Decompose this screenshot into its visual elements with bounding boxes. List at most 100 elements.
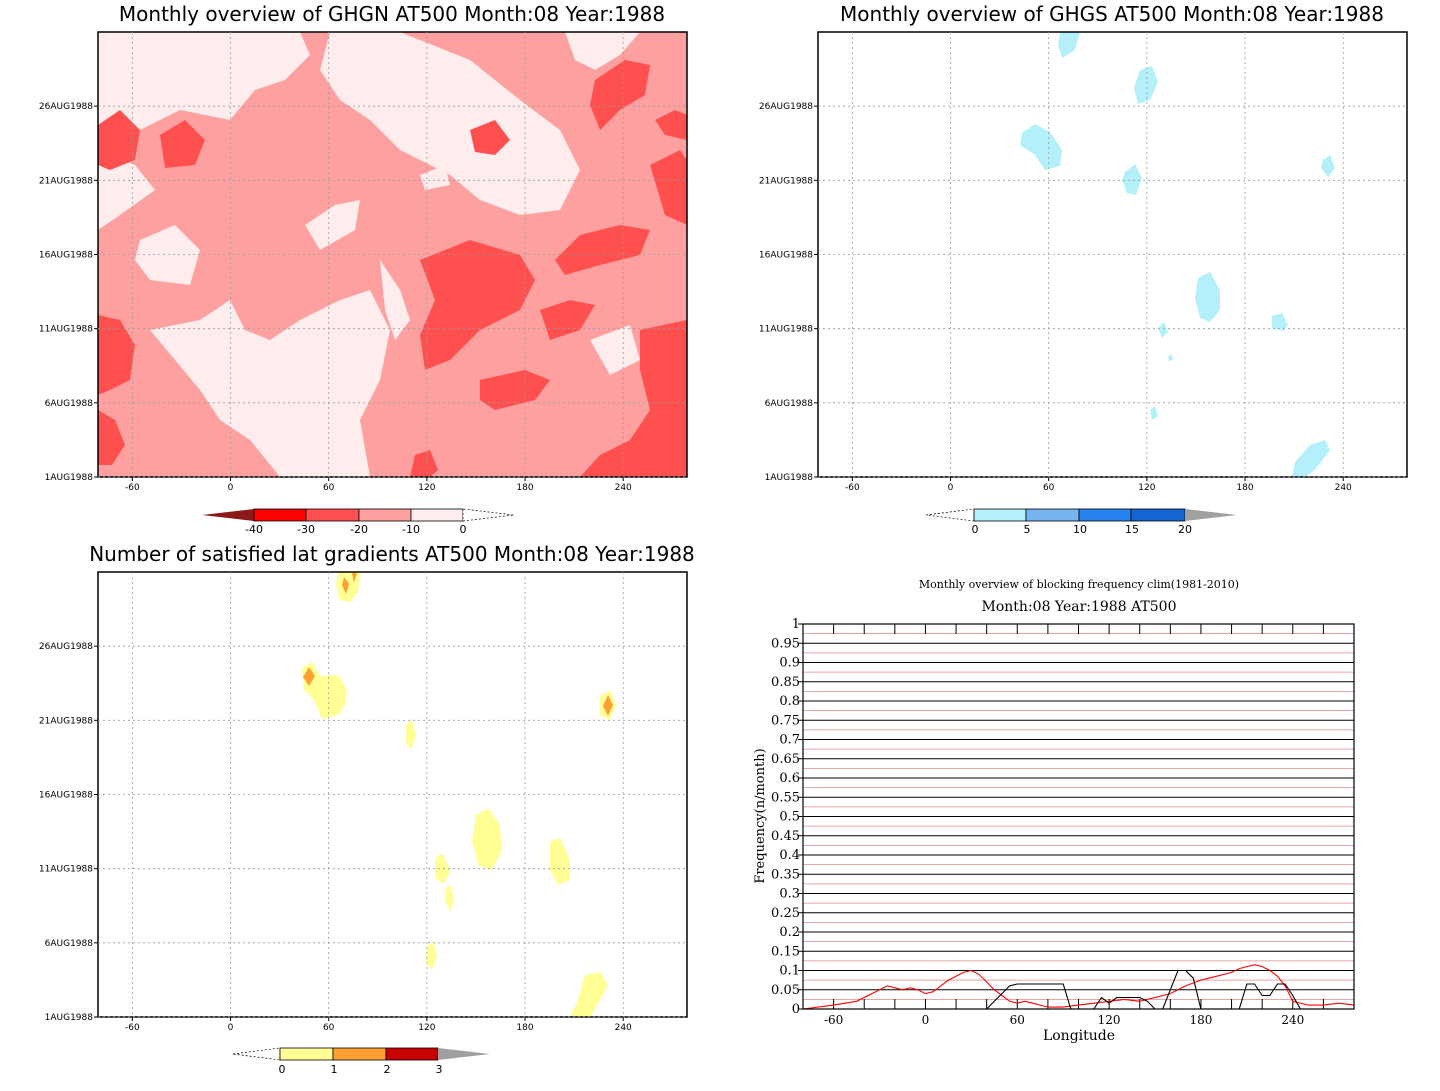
- ghgn-cb-label: -20: [350, 523, 368, 536]
- panel-ghgs: Monthly overview of GHGS AT500 Month:08 …: [759, 2, 1408, 536]
- ghgs-cb-bin: [1130, 508, 1186, 522]
- blocking-xtick-label: 180: [1189, 1013, 1212, 1027]
- gradients-xtick-label: 60: [323, 1023, 335, 1033]
- ghgs-title: Monthly overview of GHGS AT500 Month:08 …: [840, 2, 1384, 26]
- blocking-ytick-label: 0.45: [771, 829, 800, 844]
- blocking-ytick-label: 0.3: [779, 887, 800, 902]
- ghgn-cb-label: 0: [460, 523, 467, 536]
- gradients-xtick-label: -60: [125, 1023, 140, 1033]
- ghgs-ytick-label: 21AUG1988: [759, 176, 813, 186]
- gradients-cb-lower-arrow: [232, 1047, 281, 1061]
- blocking-ytick-label: 0.65: [771, 752, 800, 767]
- ghgn-xtick-label: 120: [418, 483, 435, 493]
- blocking-ytick-label: 0.9: [779, 656, 800, 671]
- ghgs-ytick-label: 1AUG1988: [765, 473, 814, 483]
- ghgn-title: Monthly overview of GHGN AT500 Month:08 …: [119, 2, 665, 26]
- ghgs-cb-lower-arrow: [925, 508, 975, 522]
- ghgs-contour-field: [1020, 32, 1335, 477]
- ghgs-xtick-label: 120: [1138, 483, 1155, 493]
- ghgs-cb-bin: [1078, 508, 1132, 522]
- blocking-xtick-label: -60: [824, 1013, 843, 1027]
- ghgs-cb-label: 0: [972, 523, 979, 536]
- blocking-ytick-label: 0.75: [771, 713, 800, 728]
- ghgs-cb-label: 15: [1125, 523, 1139, 536]
- gradients-contour-field: [302, 572, 616, 1017]
- gradients-xtick-label: 180: [516, 1023, 533, 1033]
- ghgs-ytick-label: 6AUG1988: [765, 399, 814, 409]
- gradients-cb-label: 2: [384, 1063, 391, 1076]
- ghgs-ytick-label: 16AUG1988: [759, 251, 813, 261]
- ghgn-xtick-label: -60: [125, 483, 140, 493]
- blocking-ytick-label: 0.6: [779, 771, 800, 786]
- blocking-subtitle: Month:08 Year:1988 AT500: [982, 599, 1177, 615]
- blocking-xlabel: Longitude: [1043, 1028, 1115, 1044]
- panel-gradients: Number of satisfied lat gradients AT500 …: [39, 542, 695, 1076]
- gradients-cb-label: 0: [279, 1063, 286, 1076]
- ghgs-xtick-label: 180: [1236, 483, 1253, 493]
- ghgs-ytick-label: 11AUG1988: [759, 325, 813, 335]
- blocking-ytick-label: 0.15: [771, 944, 800, 959]
- blocking-ytick-label: 0.95: [771, 636, 800, 651]
- ghgs-cb-bin: [1025, 508, 1080, 522]
- gradients-ytick-label: 6AUG1988: [45, 939, 94, 949]
- blocking-ytick-label: 0.4: [779, 848, 800, 863]
- gradients-ytick-label: 16AUG1988: [39, 791, 93, 801]
- ghgs-axes: -60 0 60 120 180 240 1AUG1988 6AUG1988 11AUG1988…: [759, 32, 1407, 493]
- gradients-cb-upper-arrow: [438, 1048, 490, 1060]
- gradients-xtick-label: 240: [615, 1023, 632, 1033]
- blocking-ytick-label: 0.7: [779, 733, 800, 748]
- blocking-series-line-0: [802, 964, 1355, 1010]
- ghgn-axes: -60 0 60 120 180 240 1AUG1988 6AUG1988 11AUG1988…: [39, 32, 687, 493]
- ghgn-ytick-label: 16AUG1988: [39, 251, 93, 261]
- ghgn-ytick-label: 1AUG1988: [45, 473, 94, 483]
- ghgn-colorbar: -40 -30 -20 -10 0: [202, 508, 515, 536]
- blocking-ytick-label: 0.55: [771, 790, 800, 805]
- ghgn-xtick-label: 60: [323, 483, 335, 493]
- gradients-axes: -60 0 60 120 180 240 1AUG1988 6AUG1988 11AUG1988…: [39, 572, 687, 1033]
- panel-ghgn: Monthly overview of GHGN AT500 Month:08 …: [39, 2, 688, 536]
- gradients-cb-label: 1: [331, 1063, 338, 1076]
- ghgn-ytick-label: 26AUG1988: [39, 102, 93, 112]
- blocking-ytick-label: 0.1: [779, 964, 800, 979]
- gradients-title: Number of satisfied lat gradients AT500 …: [89, 542, 695, 566]
- gradients-ytick-label: 11AUG1988: [39, 865, 93, 875]
- blocking-ytick-label: 0.25: [771, 906, 800, 921]
- gradients-ytick-label: 21AUG1988: [39, 716, 93, 726]
- ghgn-cb-label: -40: [245, 523, 263, 536]
- ghgs-xtick-label: 60: [1043, 483, 1055, 493]
- ghgs-cb-label: 20: [1178, 523, 1192, 536]
- ghgs-cb-upper-arrow: [1185, 509, 1237, 521]
- ghgn-cb-lower-arrow: [202, 509, 254, 521]
- blocking-ytick-label: 0: [792, 1002, 800, 1017]
- blocking-series: [802, 964, 1355, 1010]
- ghgn-cb-upper-arrow: [462, 508, 515, 522]
- blocking-xtick-label: 240: [1281, 1013, 1304, 1027]
- blocking-ylabel: Frequency(n/month): [753, 748, 768, 883]
- gradients-cb-bin: [279, 1047, 334, 1061]
- ghgn-cb-bin: [305, 508, 360, 522]
- ghgs-xtick-label: -60: [845, 483, 860, 493]
- ghgn-ytick-label: 11AUG1988: [39, 325, 93, 335]
- ghgn-cb-bin: [358, 508, 412, 522]
- panel-blocking-frequency: Monthly overview of blocking frequency c…: [753, 578, 1355, 1044]
- blocking-ytick-label: 0.35: [771, 867, 800, 882]
- blocking-ytick-label: 0.8: [779, 694, 800, 709]
- blocking-frame: [802, 623, 1355, 1010]
- blocking-xtick-label: 60: [1010, 1013, 1025, 1027]
- gradients-ytick-label: 26AUG1988: [39, 642, 93, 652]
- ghgs-colorbar: 0 5 10 15 20: [925, 508, 1237, 536]
- ghgs-cb-bin: [973, 508, 1027, 522]
- ghgn-cb-label: -10: [402, 523, 420, 536]
- ghgn-ytick-label: 6AUG1988: [45, 399, 94, 409]
- blocking-ytick-label: 0.2: [779, 925, 800, 940]
- blocking-xtick-label: 0: [922, 1013, 930, 1027]
- ghgn-ytick-label: 21AUG1988: [39, 176, 93, 186]
- blocking-ytick-label: 0.85: [771, 675, 800, 690]
- ghgs-ytick-label: 26AUG1988: [759, 102, 813, 112]
- gradients-xtick-label: 120: [418, 1023, 435, 1033]
- blocking-series-line-1: [803, 969, 1354, 1010]
- ghgs-cb-label: 5: [1024, 523, 1031, 536]
- gradients-ytick-label: 1AUG1988: [45, 1013, 94, 1023]
- gradients-cb-bin: [332, 1047, 387, 1061]
